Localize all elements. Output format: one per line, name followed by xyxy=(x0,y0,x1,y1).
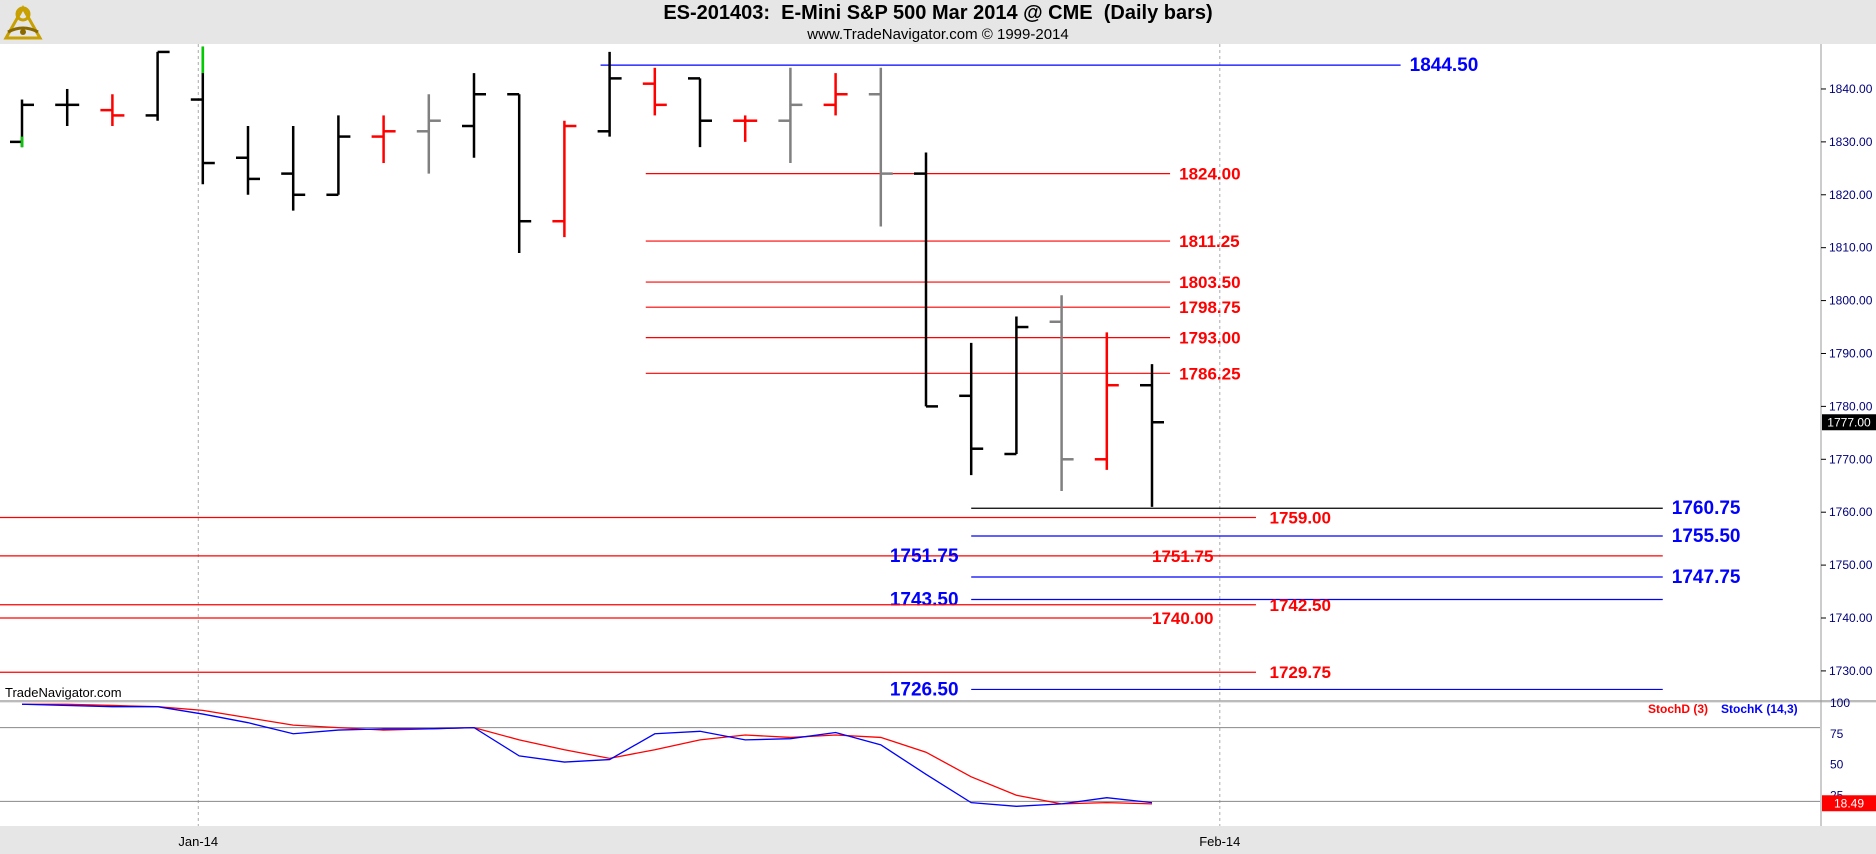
stochastic-last-marker xyxy=(1822,795,1876,812)
price-tick-label: 1750.00 xyxy=(1829,558,1873,572)
x-tick-label: Jan-14 xyxy=(178,834,218,849)
price-panel xyxy=(0,44,1821,700)
stochastic-legend-label: StochD (3) xyxy=(1648,702,1708,716)
stochastic-legend-label: StochK (14,3) xyxy=(1721,702,1798,716)
level-label: 1811.25 xyxy=(1179,232,1240,251)
price-tick-label: 1800.00 xyxy=(1829,294,1873,308)
chart-title: ES-201403: E-Mini S&P 500 Mar 2014 @ CME… xyxy=(663,2,1213,24)
sextant-icon xyxy=(3,4,43,40)
x-tick-label: Feb-14 xyxy=(1199,834,1240,849)
stochastic-line xyxy=(21,703,1153,807)
stochastic-tick-label: 100 xyxy=(1830,696,1850,710)
price-tick-label: 1840.00 xyxy=(1829,82,1873,96)
level-label: 1751.75 xyxy=(1152,547,1213,566)
stochastic-tick-label: 75 xyxy=(1830,727,1844,741)
price-tick-label: 1780.00 xyxy=(1829,399,1873,413)
level-label: 1798.75 xyxy=(1179,298,1240,317)
level-label: 1755.50 xyxy=(1672,526,1741,547)
price-axis xyxy=(1821,44,1876,700)
level-label: 1793.00 xyxy=(1179,329,1240,348)
level-label: 1740.00 xyxy=(1152,609,1213,628)
price-tick-label: 1790.00 xyxy=(1829,346,1873,360)
last-price-label: 1777.00 xyxy=(1827,415,1871,429)
level-label: 1844.50 xyxy=(1410,55,1479,76)
level-label: 1803.50 xyxy=(1179,273,1240,292)
level-label: 1743.50 xyxy=(890,589,959,610)
level-label: 1760.75 xyxy=(1672,498,1741,519)
level-label: 1824.00 xyxy=(1179,165,1240,184)
level-label: 1742.50 xyxy=(1270,596,1331,615)
price-tick-label: 1830.00 xyxy=(1829,135,1873,149)
price-tick-label: 1760.00 xyxy=(1829,505,1873,519)
chart-subtitle: www.TradeNavigator.com © 1999-2014 xyxy=(807,26,1069,43)
level-label: 1751.75 xyxy=(890,546,959,567)
level-label: 1747.75 xyxy=(1672,567,1741,588)
stochastic-last-label: 18.49 xyxy=(1834,796,1864,810)
price-tick-label: 1740.00 xyxy=(1829,611,1873,625)
level-label: 1759.00 xyxy=(1270,508,1331,527)
price-tick-label: 1730.00 xyxy=(1829,664,1873,678)
level-label: 1786.25 xyxy=(1179,364,1240,383)
last-price-marker xyxy=(1822,414,1876,431)
level-label: 1726.50 xyxy=(890,679,959,700)
price-tick-label: 1810.00 xyxy=(1829,241,1873,255)
level-label: 1729.75 xyxy=(1270,663,1331,682)
watermark: TradeNavigator.com xyxy=(5,685,122,700)
price-tick-label: 1770.00 xyxy=(1829,452,1873,466)
price-tick-label: 1820.00 xyxy=(1829,188,1873,202)
stochastic-tick-label: 50 xyxy=(1830,758,1844,772)
stochastic-line xyxy=(22,703,1153,805)
